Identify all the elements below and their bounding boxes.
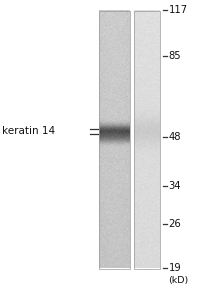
Text: 85: 85 xyxy=(168,51,181,61)
Text: 48: 48 xyxy=(168,132,181,142)
Text: keratin 14: keratin 14 xyxy=(2,126,55,136)
Text: 34: 34 xyxy=(168,181,181,191)
Text: (kD): (kD) xyxy=(168,276,189,285)
Text: 117: 117 xyxy=(168,5,188,16)
Text: 19: 19 xyxy=(168,263,181,273)
Text: 26: 26 xyxy=(168,219,181,229)
